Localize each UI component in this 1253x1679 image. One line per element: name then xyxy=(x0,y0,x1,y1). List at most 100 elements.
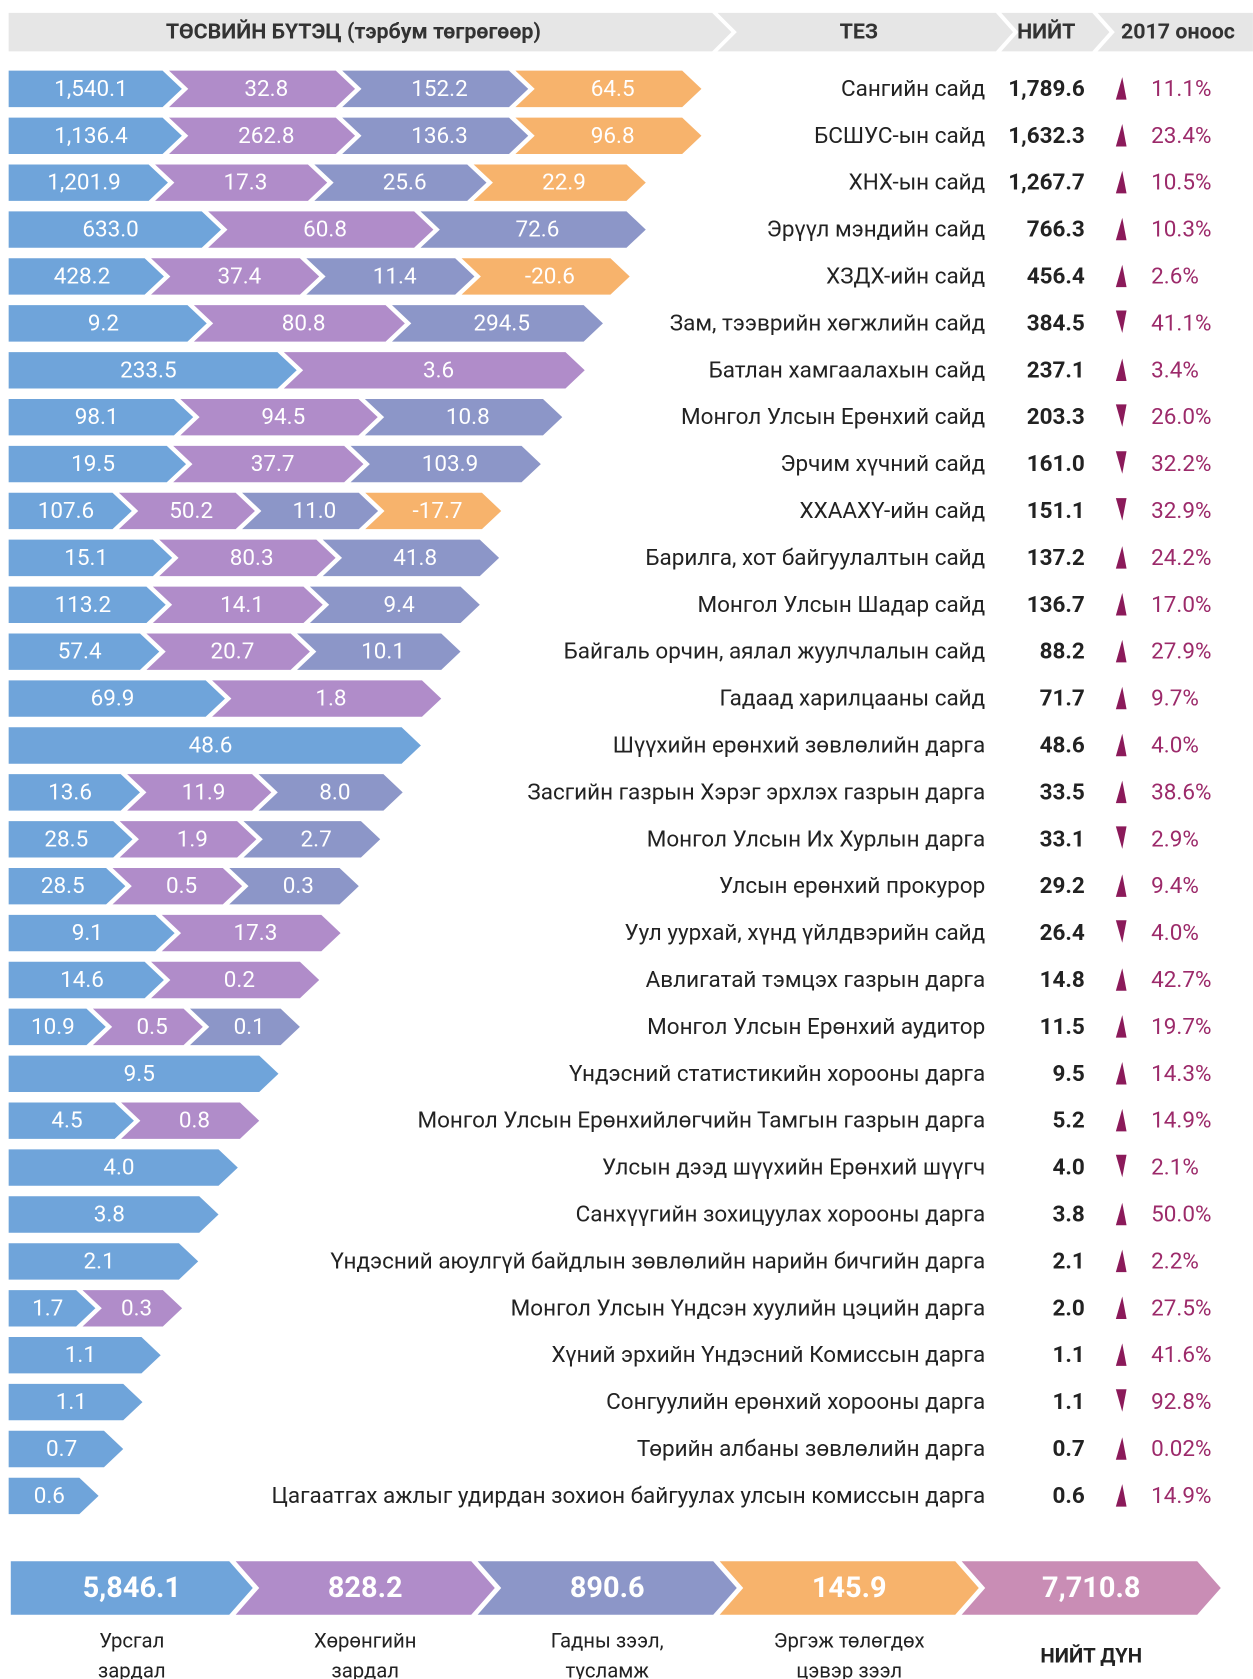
row-total: 3.8 xyxy=(1052,1201,1084,1227)
segment xyxy=(151,258,320,295)
row-change: 9.7% xyxy=(1151,686,1199,712)
row-change: 14.9% xyxy=(1151,1108,1211,1134)
segment-value: 9.2 xyxy=(88,310,119,336)
row-change: 10.5% xyxy=(1151,170,1211,196)
segment-value: 113.2 xyxy=(55,592,111,618)
total-value: 5,846.1 xyxy=(83,1571,181,1605)
segment xyxy=(322,539,500,577)
row-change: 14.3% xyxy=(1151,1061,1211,1087)
segment-value: 64.5 xyxy=(591,76,635,102)
segment-value: 11.0 xyxy=(292,498,336,524)
row-change: 27.5% xyxy=(1151,1295,1211,1321)
row-total: 33.5 xyxy=(1040,779,1085,805)
segment-value: 3.6 xyxy=(423,357,454,383)
segment xyxy=(193,305,405,342)
segment xyxy=(8,352,297,389)
trend-arrow xyxy=(1115,1249,1127,1273)
row-name: Цагаатгах ажлыг удирдан зохион байгуулах… xyxy=(271,1483,985,1509)
row-change: 3.4% xyxy=(1151,357,1199,383)
row-change: 10.3% xyxy=(1151,217,1211,243)
row-change: 42.7% xyxy=(1151,967,1211,993)
segment-value: 69.9 xyxy=(91,686,135,712)
row-total: 1,632.3 xyxy=(1008,123,1085,149)
row-total: 136.7 xyxy=(1027,592,1085,618)
segment xyxy=(8,1290,96,1327)
trend-arrow xyxy=(1115,451,1127,474)
segment-value: 60.8 xyxy=(303,217,347,243)
segment-value: 1.7 xyxy=(32,1295,63,1321)
row-total: 2.1 xyxy=(1052,1248,1084,1274)
segment xyxy=(364,398,563,436)
trend-arrow xyxy=(1115,264,1127,288)
segment-value: 32.8 xyxy=(244,76,288,102)
trend-arrow xyxy=(1115,310,1127,334)
row-change: 24.2% xyxy=(1151,545,1211,571)
row-name: Улсын ерөнхий прокурор xyxy=(719,873,985,899)
segment xyxy=(306,258,475,295)
row-name: Төрийн албаны зөвлөлийн дарга xyxy=(637,1436,985,1462)
segment-value: 28.5 xyxy=(44,826,88,852)
segment-value: 11.9 xyxy=(182,779,226,805)
row-change: 26.0% xyxy=(1151,404,1211,430)
header-name: ТЕЗ xyxy=(840,20,879,45)
segment xyxy=(127,774,272,811)
row-change: 9.4% xyxy=(1151,873,1199,899)
row-change: 27.9% xyxy=(1151,639,1211,665)
segment-value: 37.7 xyxy=(251,451,295,477)
row-total: 237.1 xyxy=(1027,357,1085,383)
row-name: Улсын дээд шүүхийн Ерөнхий шүүгч xyxy=(602,1155,985,1181)
row-total: 384.5 xyxy=(1027,310,1085,336)
trend-arrow xyxy=(1115,1484,1127,1507)
segment xyxy=(189,1008,300,1046)
segment-value: 8.0 xyxy=(319,779,350,805)
row-name: Монгол Улсын Их Хурлын дарга xyxy=(647,826,986,852)
trend-arrow xyxy=(1115,1296,1127,1320)
row-change: 2.9% xyxy=(1151,826,1199,852)
segment-value: 1,201.9 xyxy=(47,170,120,196)
row-name: ХЗДХ-ийн сайд xyxy=(826,263,985,289)
segment xyxy=(8,867,126,905)
segment xyxy=(8,1336,161,1374)
row-total: 4.0 xyxy=(1052,1155,1084,1181)
row-name: Зам, тээврийн хөгжлийн сайд xyxy=(670,310,985,336)
segment-value: 9.4 xyxy=(384,592,416,618)
total-label: Урсгал xyxy=(99,1628,164,1652)
row-total: 2.0 xyxy=(1052,1295,1084,1321)
segment-value: 14.1 xyxy=(220,592,264,618)
trend-arrow xyxy=(1115,874,1127,897)
row-total: 26.4 xyxy=(1040,920,1085,946)
segment xyxy=(159,539,336,577)
row-total: 9.5 xyxy=(1052,1061,1084,1087)
trend-arrow xyxy=(1115,1389,1127,1412)
total-value: 7,710.8 xyxy=(1042,1571,1140,1605)
trend-arrow xyxy=(1115,1015,1127,1038)
segment xyxy=(212,680,442,717)
trend-arrow xyxy=(1115,826,1127,849)
segment-value: 1,136.4 xyxy=(54,123,128,149)
segment xyxy=(297,633,461,670)
segment-value: 15.1 xyxy=(64,545,108,571)
segment-value: 0.7 xyxy=(46,1436,77,1462)
segment xyxy=(121,1102,260,1139)
segment xyxy=(8,211,222,248)
segment xyxy=(169,70,356,108)
trend-arrow xyxy=(1115,686,1127,710)
trend-arrow xyxy=(1115,1343,1127,1366)
segment-value: 28.5 xyxy=(41,873,85,899)
row-total: 766.3 xyxy=(1027,217,1085,243)
row-name: Авлигатай тэмцэх газрын дарга xyxy=(646,967,986,993)
segment-value: 50.2 xyxy=(169,498,213,524)
row-total: 14.8 xyxy=(1040,967,1085,993)
segment-value: 0.3 xyxy=(121,1295,152,1321)
segment xyxy=(243,821,381,858)
segment xyxy=(391,305,603,342)
row-total: 33.1 xyxy=(1040,826,1085,852)
segment xyxy=(420,211,646,248)
segment-value: 2.1 xyxy=(84,1248,115,1274)
segment-value: 0.3 xyxy=(283,873,314,899)
segment xyxy=(8,1430,124,1468)
segment-value: 152.2 xyxy=(411,76,467,102)
row-name: Үндэсний аюулгүй байдлын зөвлөлийн нарий… xyxy=(330,1248,985,1274)
row-total: 456.4 xyxy=(1027,263,1085,289)
segment-value: 1.1 xyxy=(65,1342,96,1368)
